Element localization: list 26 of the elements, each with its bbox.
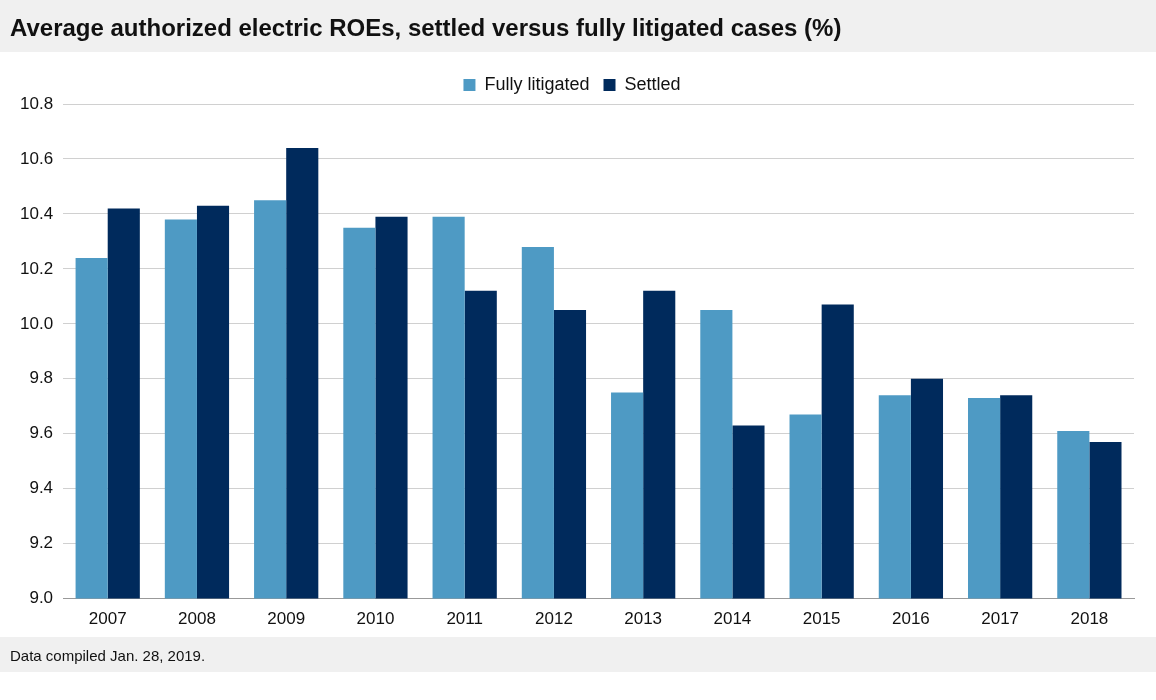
- legend-label: Settled: [624, 73, 681, 94]
- y-tick-label: 9.2: [29, 533, 54, 553]
- x-tick-label: 2017: [981, 609, 1020, 629]
- y-tick-label: 9.6: [29, 423, 54, 443]
- text: Data compiled Jan. 28, 2019.: [0, 637, 1156, 672]
- x-tick-label: 2015: [802, 609, 841, 629]
- y-tick-label: 9.0: [29, 588, 54, 608]
- y-tick-label: 10.2: [19, 258, 54, 278]
- x-tick-label: 2007: [88, 609, 127, 629]
- chart-title: Average authorized electric ROEs, settled versus fully litigated cases (%): [0, 0, 1156, 52]
- x-tick-label: 2013: [624, 609, 663, 629]
- x-tick-label: 2018: [1070, 609, 1109, 629]
- y-tick-label: 10.6: [19, 148, 54, 168]
- y-tick-label: 10.0: [19, 313, 54, 333]
- x-tick-label: 2016: [891, 609, 930, 629]
- x-tick-label: 2009: [267, 609, 306, 629]
- y-tick-label: 10.8: [19, 93, 54, 113]
- x-tick-label: 2012: [535, 609, 573, 629]
- x-tick-label: 2014: [713, 609, 752, 629]
- legend-label: Fully litigated: [484, 73, 590, 94]
- y-tick-label: 9.8: [29, 368, 54, 388]
- y-tick-label: 10.4: [19, 203, 54, 223]
- x-tick-label: 2010: [356, 609, 395, 629]
- y-tick-label: 9.4: [29, 478, 54, 498]
- x-tick-label: 2008: [178, 609, 216, 629]
- x-tick-label: 2011: [446, 609, 483, 629]
